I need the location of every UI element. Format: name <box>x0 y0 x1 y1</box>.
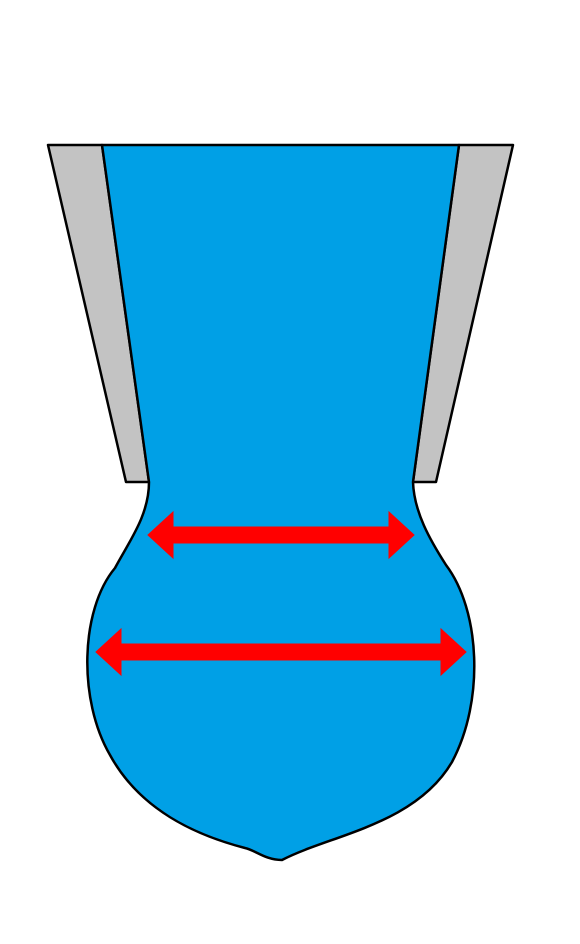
upper-expansion-arrow <box>147 510 415 560</box>
lower-expansion-arrow <box>95 627 467 677</box>
fluid-body <box>86 143 476 862</box>
